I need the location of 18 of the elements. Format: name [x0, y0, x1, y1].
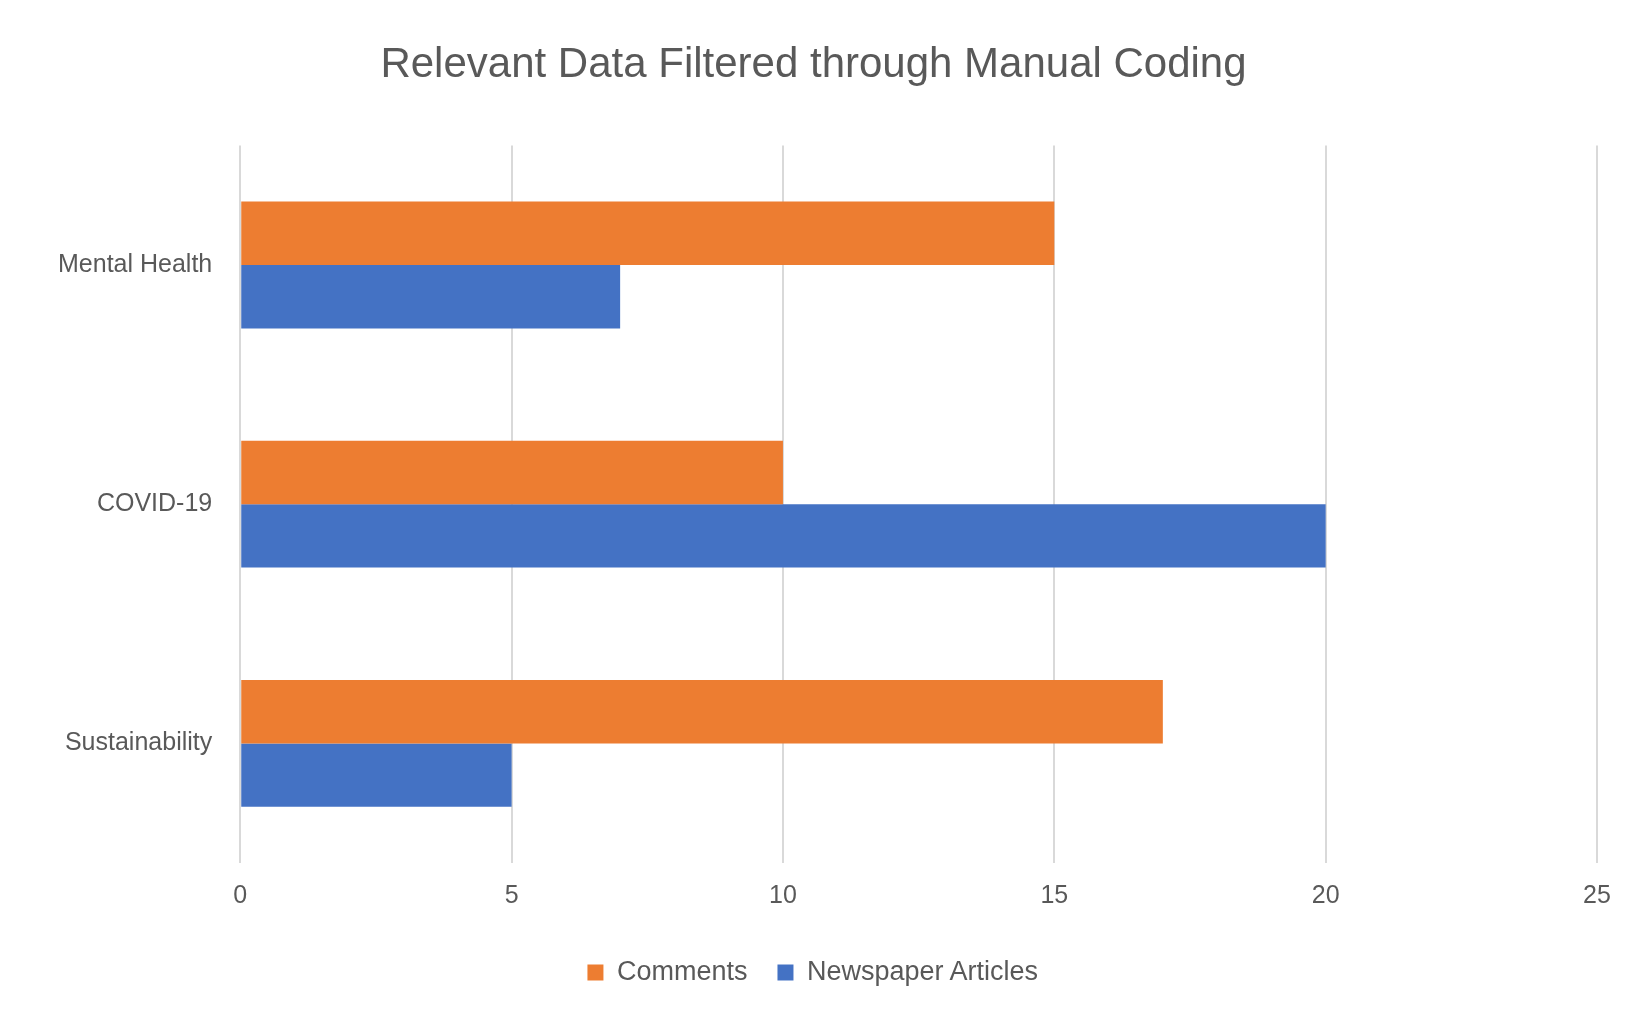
x-tick-label: 20	[1311, 879, 1340, 908]
y-tick-label: Sustainability	[64, 727, 213, 756]
chart-title: Relevant Data Filtered through Manual Coding	[380, 38, 1247, 86]
bar	[241, 440, 783, 505]
bar	[241, 680, 1163, 744]
y-tick-label: COVID-19	[96, 488, 213, 517]
x-tick-label: 15	[1040, 879, 1069, 908]
x-tick-label: 0	[233, 879, 248, 908]
x-tick-label: 5	[504, 879, 519, 908]
x-tick-label: 25	[1583, 879, 1611, 908]
legend-label: Comments	[616, 955, 748, 986]
legend-label: Newspaper Articles	[806, 955, 1039, 986]
x-tick-label: 10	[769, 879, 797, 908]
bar	[241, 201, 1055, 265]
bar	[241, 265, 621, 329]
y-tick-label: Mental Health	[58, 248, 213, 277]
bar	[241, 504, 1326, 568]
bar	[241, 743, 512, 807]
